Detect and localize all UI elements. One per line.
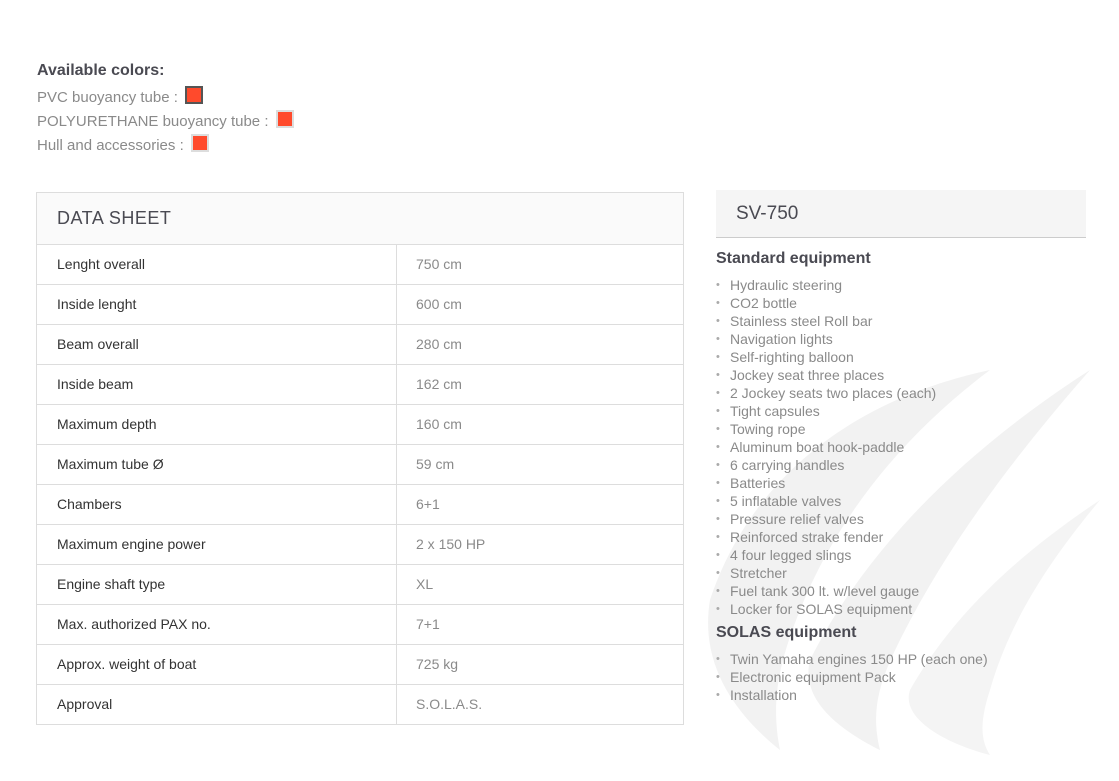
list-item: Navigation lights xyxy=(716,330,1086,348)
spec-value: 750 cm xyxy=(416,256,462,272)
list-item: 2 Jockey seats two places (each) xyxy=(716,384,1086,402)
list-item: Aluminum boat hook-paddle xyxy=(716,438,1086,456)
list-item: Installation xyxy=(716,686,1086,704)
color-swatch[interactable] xyxy=(275,110,294,128)
solas-equipment-title: SOLAS equipment xyxy=(716,624,857,641)
spec-value: 7+1 xyxy=(416,616,440,632)
spec-value: 600 cm xyxy=(416,296,462,312)
list-item: 4 four legged slings xyxy=(716,546,1086,564)
spec-value: 2 x 150 HP xyxy=(416,536,486,552)
spec-label: Approval xyxy=(37,685,397,724)
table-row: Max. authorized PAX no. 7+1 xyxy=(37,604,683,644)
color-row-polyurethane: POLYURETHANE buoyancy tube : xyxy=(37,110,294,134)
spec-label: Beam overall xyxy=(37,325,397,364)
list-item: Electronic equipment Pack xyxy=(716,668,1086,686)
list-item: 6 carrying handles xyxy=(716,456,1086,474)
list-item: Locker for SOLAS equipment xyxy=(716,600,1086,618)
list-item: Reinforced strake fender xyxy=(716,528,1086,546)
spec-value: 59 cm xyxy=(416,456,455,472)
spec-value: S.O.L.A.S. xyxy=(416,696,483,712)
table-row: Maximum tube Ø 59 cm xyxy=(37,444,683,484)
table-row: Chambers 6+1 xyxy=(37,484,683,524)
list-item: Towing rope xyxy=(716,420,1086,438)
list-item: Hydraulic steering xyxy=(716,276,1086,294)
equipment-panel: SV-750 Standard equipment Hydraulic stee… xyxy=(716,190,1086,704)
data-sheet-table: DATA SHEET Lenght overall 750 cm Inside le… xyxy=(36,192,684,725)
standard-equipment-title: Standard equipment xyxy=(716,250,871,267)
spec-label: Chambers xyxy=(37,485,397,524)
color-swatch[interactable] xyxy=(190,134,209,152)
spec-value: 725 kg xyxy=(416,656,459,672)
table-row: Lenght overall 750 cm xyxy=(37,245,683,284)
spec-label: Inside beam xyxy=(37,365,397,404)
color-row-hull: Hull and accessories : xyxy=(37,134,294,158)
table-row: Maximum engine power 2 x 150 HP xyxy=(37,524,683,564)
color-label: POLYURETHANE buoyancy tube : xyxy=(37,113,269,130)
solas-equipment-list: Twin Yamaha engines 150 HP (each one)Ele… xyxy=(716,650,1086,704)
list-item: Fuel tank 300 lt. w/level gauge xyxy=(716,582,1086,600)
list-item: Pressure relief valves xyxy=(716,510,1086,528)
spec-label: Max. authorized PAX no. xyxy=(37,605,397,644)
table-row: Engine shaft type XL xyxy=(37,564,683,604)
list-item: Stainless steel Roll bar xyxy=(716,312,1086,330)
color-label: Hull and accessories : xyxy=(37,137,184,154)
spec-value: XL xyxy=(416,576,434,592)
list-item: Stretcher xyxy=(716,564,1086,582)
data-sheet-title: DATA SHEET xyxy=(37,193,683,245)
spec-label: Maximum tube Ø xyxy=(37,445,397,484)
table-row: Maximum depth 160 cm xyxy=(37,404,683,444)
spec-label: Inside lenght xyxy=(37,285,397,324)
list-item: Twin Yamaha engines 150 HP (each one) xyxy=(716,650,1086,668)
spec-label: Maximum engine power xyxy=(37,525,397,564)
spec-value: 162 cm xyxy=(416,376,462,392)
list-item: Tight capsules xyxy=(716,402,1086,420)
list-item: Self-righting balloon xyxy=(716,348,1086,366)
list-item: Batteries xyxy=(716,474,1086,492)
spec-value: 6+1 xyxy=(416,496,440,512)
color-row-pvc: PVC buoyancy tube : xyxy=(37,86,294,110)
list-item: Jockey seat three places xyxy=(716,366,1086,384)
table-row: Approx. weight of boat 725 kg xyxy=(37,644,683,684)
spec-label: Engine shaft type xyxy=(37,565,397,604)
spec-value: 280 cm xyxy=(416,336,462,352)
colors-title: Available colors: xyxy=(37,62,165,79)
spec-label: Lenght overall xyxy=(37,245,397,284)
standard-equipment-list: Hydraulic steeringCO2 bottleStainless st… xyxy=(716,276,1086,618)
available-colors: Available colors: PVC buoyancy tube : PO… xyxy=(37,62,294,158)
spec-value: 160 cm xyxy=(416,416,462,432)
table-row: Approval S.O.L.A.S. xyxy=(37,684,683,724)
model-title: SV-750 xyxy=(716,190,1086,238)
color-label: PVC buoyancy tube : xyxy=(37,89,178,106)
list-item: CO2 bottle xyxy=(716,294,1086,312)
color-swatch[interactable] xyxy=(185,86,204,104)
spec-label: Approx. weight of boat xyxy=(37,645,397,684)
spec-label: Maximum depth xyxy=(37,405,397,444)
table-row: Beam overall 280 cm xyxy=(37,324,683,364)
table-row: Inside beam 162 cm xyxy=(37,364,683,404)
list-item: 5 inflatable valves xyxy=(716,492,1086,510)
table-row: Inside lenght 600 cm xyxy=(37,284,683,324)
